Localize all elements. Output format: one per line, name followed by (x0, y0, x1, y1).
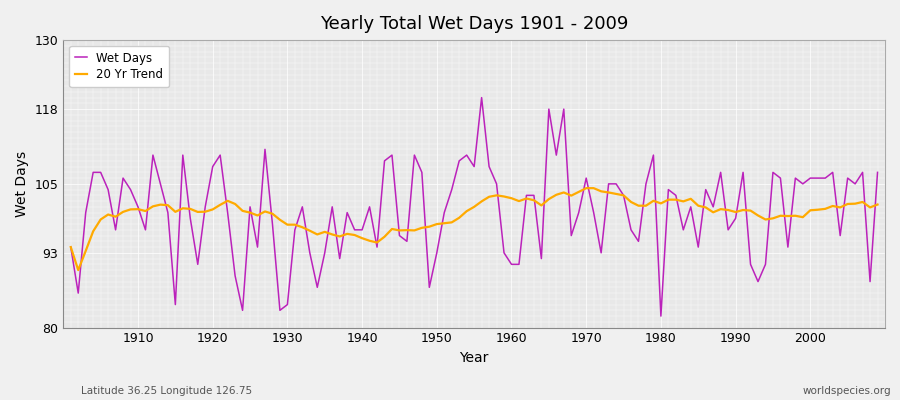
Wet Days (476, 95, 487, 100)
20 Yr Trend (506, 196, 517, 201)
20 Yr Trend (611, 192, 622, 196)
Text: worldspecies.org: worldspecies.org (803, 386, 891, 396)
20 Yr Trend (580, 186, 591, 190)
Text: Latitude 36.25 Longitude 126.75: Latitude 36.25 Longitude 126.75 (81, 386, 252, 396)
Wet Days (290, 228, 301, 232)
Title: Yearly Total Wet Days 1901 - 2009: Yearly Total Wet Days 1901 - 2009 (320, 15, 628, 33)
20 Yr Trend (73, 268, 84, 272)
Wet Days (872, 170, 883, 175)
Line: 20 Yr Trend: 20 Yr Trend (71, 188, 878, 270)
Wet Days (334, 256, 345, 261)
Wet Days (125, 187, 136, 192)
Wet Days (66, 245, 77, 250)
20 Yr Trend (342, 232, 353, 236)
Wet Days (655, 314, 666, 318)
Y-axis label: Wet Days: Wet Days (15, 151, 29, 217)
20 Yr Trend (66, 245, 77, 250)
20 Yr Trend (132, 207, 143, 212)
Wet Days (514, 262, 525, 267)
20 Yr Trend (297, 225, 308, 230)
20 Yr Trend (872, 202, 883, 207)
20 Yr Trend (514, 199, 525, 204)
Wet Days (506, 262, 517, 267)
Line: Wet Days: Wet Days (71, 98, 878, 316)
X-axis label: Year: Year (460, 351, 489, 365)
Wet Days (603, 182, 614, 186)
Legend: Wet Days, 20 Yr Trend: Wet Days, 20 Yr Trend (69, 46, 169, 87)
